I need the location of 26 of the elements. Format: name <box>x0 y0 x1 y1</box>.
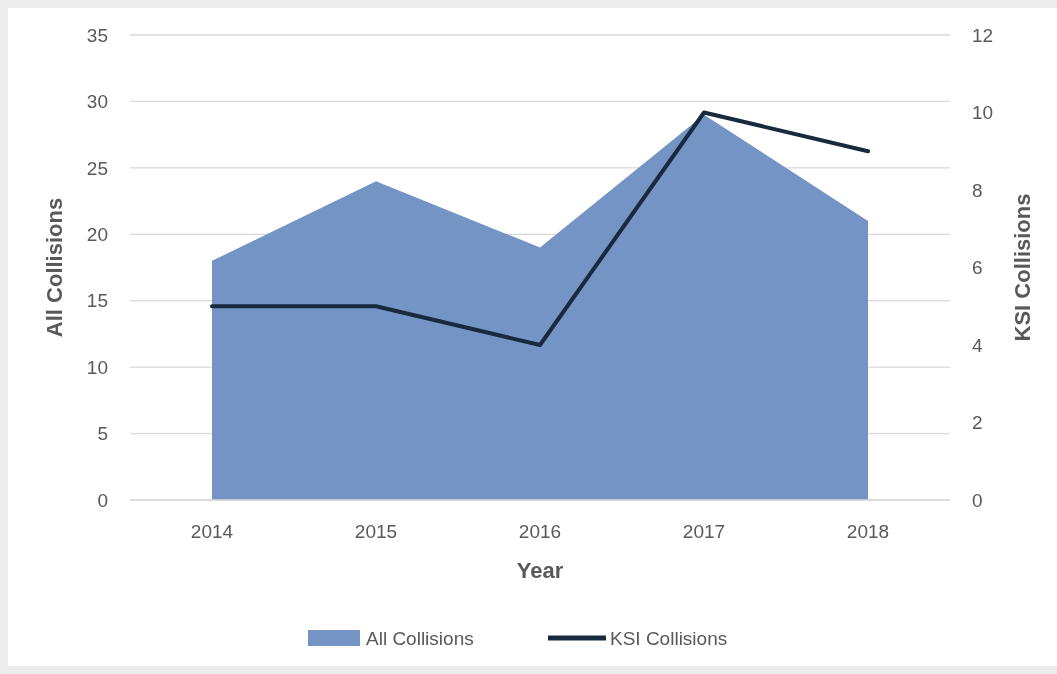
y2-tick-label: 2 <box>972 412 983 434</box>
y2-axis-title: KSI Collisions <box>1010 193 1035 342</box>
y-tick-label: 35 <box>86 24 108 46</box>
x-tick-label: 2015 <box>354 521 398 542</box>
x-tick-label: 2018 <box>846 521 890 542</box>
y2-tick-label: 12 <box>972 24 994 46</box>
y2-tick-label: 8 <box>972 179 983 201</box>
y2-tick-label: 0 <box>972 489 983 511</box>
x-tick-label: 2016 <box>518 521 562 542</box>
x-tick-label: 2014 <box>190 521 234 542</box>
y-tick-label: 20 <box>86 223 108 245</box>
x-axis-title: Year <box>516 558 564 583</box>
y-tick-label: 25 <box>86 157 108 179</box>
line-series <box>210 110 870 347</box>
legend-label: All Collisions <box>366 627 474 649</box>
y-axis-title: All Collisions <box>42 197 67 338</box>
y2-tick-label: 10 <box>972 102 994 124</box>
y2-tick-label: 4 <box>972 334 983 356</box>
y-tick-label: 30 <box>86 91 108 113</box>
legend-label: KSI Collisions <box>610 627 728 649</box>
y2-tick-label: 6 <box>972 257 983 279</box>
x-tick-label: 2017 <box>682 521 726 542</box>
y-tick-label: 10 <box>86 356 108 378</box>
y-tick-label: 15 <box>86 290 108 312</box>
y-tick-label: 5 <box>97 423 108 445</box>
y-tick-label: 0 <box>97 489 108 511</box>
